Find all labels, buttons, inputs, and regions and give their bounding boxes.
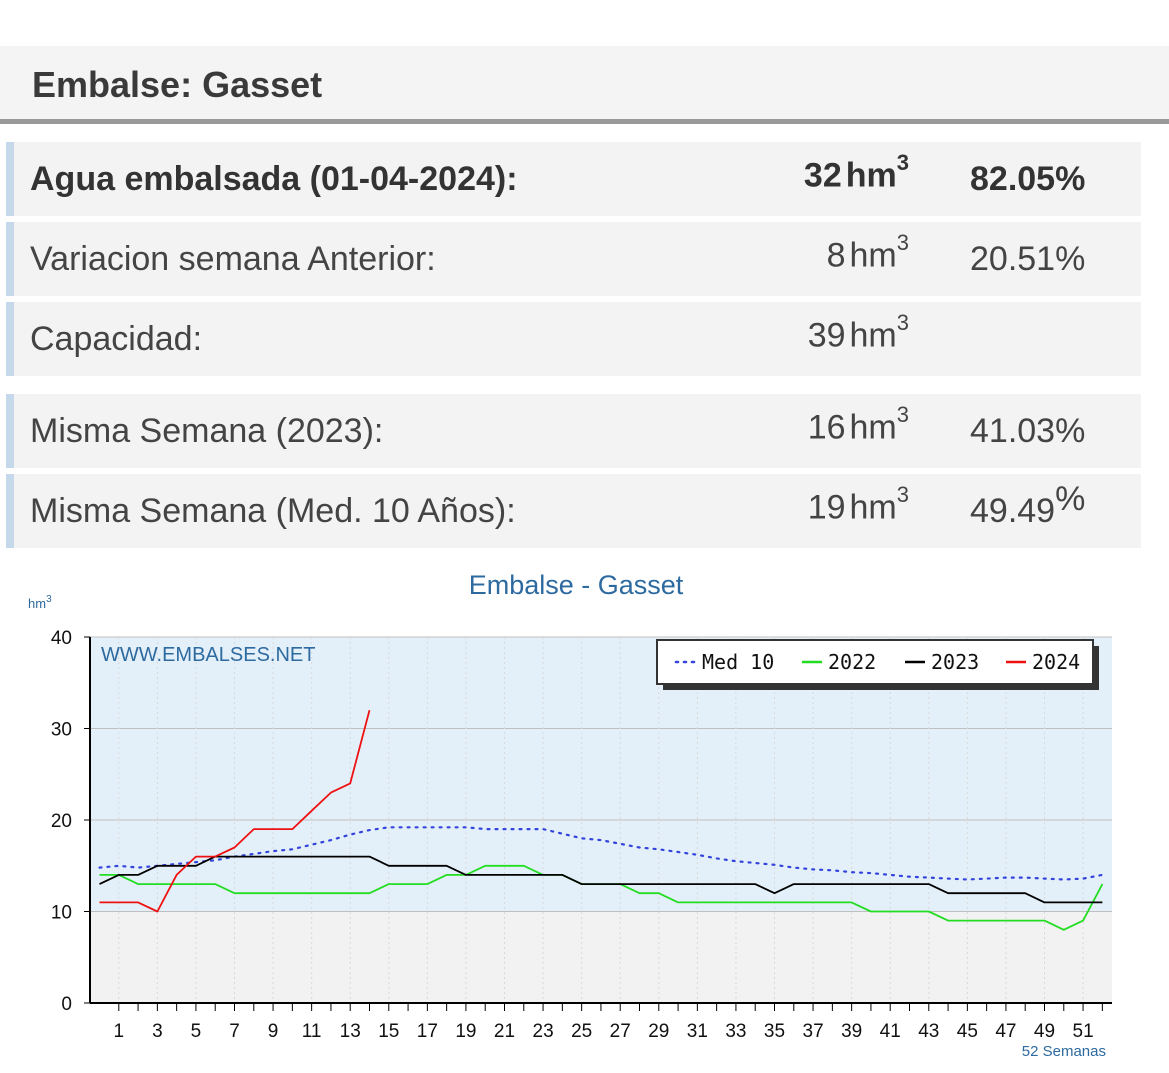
x-axis-label: 52 Semanas xyxy=(1022,1043,1106,1060)
x-tick-label: 9 xyxy=(268,1021,279,1042)
x-tick-label: 23 xyxy=(533,1021,554,1042)
x-tick-label: 27 xyxy=(610,1021,631,1042)
x-tick-label: 7 xyxy=(229,1021,240,1042)
stat-label: Misma Semana (Med. 10 Años): xyxy=(30,492,516,530)
stat-volume: 8 hm3 xyxy=(826,230,909,275)
stat-percent: 49.49% xyxy=(970,480,1086,530)
legend-label-2022: 2022 xyxy=(828,650,876,674)
stat-volume: 32 hm3 xyxy=(803,150,909,195)
series-group xyxy=(98,709,1104,931)
y-tick-label: 10 xyxy=(51,903,72,924)
x-tick-label: 29 xyxy=(648,1021,669,1042)
page-header: Embalse: Gasset xyxy=(0,46,1169,124)
x-tick-label: 11 xyxy=(302,1021,322,1042)
watermark: WWW.EMBALSES.NET xyxy=(101,644,315,666)
legend-label-med-10: Med 10 xyxy=(702,650,774,674)
x-tick-label: 21 xyxy=(494,1021,515,1042)
legend-label-2023: 2023 xyxy=(931,650,979,674)
stat-volume: 19 hm3 xyxy=(807,482,909,527)
y-tick-label: 0 xyxy=(61,994,72,1015)
x-tick-label: 17 xyxy=(417,1021,438,1042)
x-tick-label: 5 xyxy=(191,1021,202,1042)
grid xyxy=(90,636,1112,1003)
stat-volume: 39 hm3 xyxy=(807,310,909,355)
x-tick-label: 33 xyxy=(725,1021,746,1042)
stat-row-capacidad: Capacidad: 39 hm3 xyxy=(6,302,1141,376)
x-tick-label: 13 xyxy=(340,1021,361,1042)
stat-row-misma-semana-2023: Misma Semana (2023): 16 hm3 41.03% xyxy=(6,394,1141,468)
x-tick-label: 25 xyxy=(571,1021,592,1042)
x-tick-label: 19 xyxy=(455,1021,476,1042)
stat-label: Capacidad: xyxy=(30,320,203,358)
stat-row-variacion: Variacion semana Anterior: 8 hm3 20.51% xyxy=(6,222,1141,296)
x-tick-label: 37 xyxy=(803,1021,824,1042)
x-tick-label: 35 xyxy=(764,1021,785,1042)
stat-label: Variacion semana Anterior: xyxy=(30,240,436,278)
x-tick-label: 45 xyxy=(957,1021,978,1042)
series-line-med-10 xyxy=(98,826,1104,881)
legend-items: Med 10 2022 2023 2024 xyxy=(674,650,1080,674)
y-axis-unit: hm3 xyxy=(28,594,52,611)
legend-label-2024: 2024 xyxy=(1032,650,1080,674)
x-tick-label: 47 xyxy=(995,1021,1016,1042)
y-tick-label: 20 xyxy=(51,811,72,832)
stat-label: Agua embalsada (01-04-2024): xyxy=(30,160,518,198)
page-title: Embalse: Gasset xyxy=(32,64,323,105)
x-tick-label: 3 xyxy=(152,1021,163,1042)
series-line-2023 xyxy=(99,855,1103,904)
x-tick-label: 51 xyxy=(1073,1021,1094,1042)
series-line-2024 xyxy=(99,709,371,913)
y-tick-label: 40 xyxy=(51,628,72,649)
plot-band-10-20 xyxy=(90,820,1112,912)
stat-row-misma-semana-med10: Misma Semana (Med. 10 Años): 19 hm3 49.49… xyxy=(6,474,1141,548)
stat-percent: 20.51% xyxy=(970,240,1086,278)
stat-percent: 41.03% xyxy=(970,412,1086,450)
chart-title: Embalse - Gasset xyxy=(469,570,684,600)
x-tick-label: 39 xyxy=(841,1021,862,1042)
x-tick-label: 31 xyxy=(687,1021,708,1042)
x-tick-label: 15 xyxy=(378,1021,399,1042)
y-tick-label: 30 xyxy=(51,720,72,741)
stat-row-agua-embalsada: Agua embalsada (01-04-2024): 32 hm3 82.05… xyxy=(6,142,1141,216)
stat-percent: 82.05% xyxy=(970,160,1086,198)
x-tick-label: 1 xyxy=(113,1021,124,1042)
x-tick-label: 49 xyxy=(1034,1021,1055,1042)
legend: Med 10 2022 2023 2024 xyxy=(656,639,1099,690)
x-tick-label: 41 xyxy=(880,1021,901,1042)
stat-label: Misma Semana (2023): xyxy=(30,412,384,450)
stat-volume: 16 hm3 xyxy=(807,402,909,447)
x-tick-label: 43 xyxy=(918,1021,939,1042)
